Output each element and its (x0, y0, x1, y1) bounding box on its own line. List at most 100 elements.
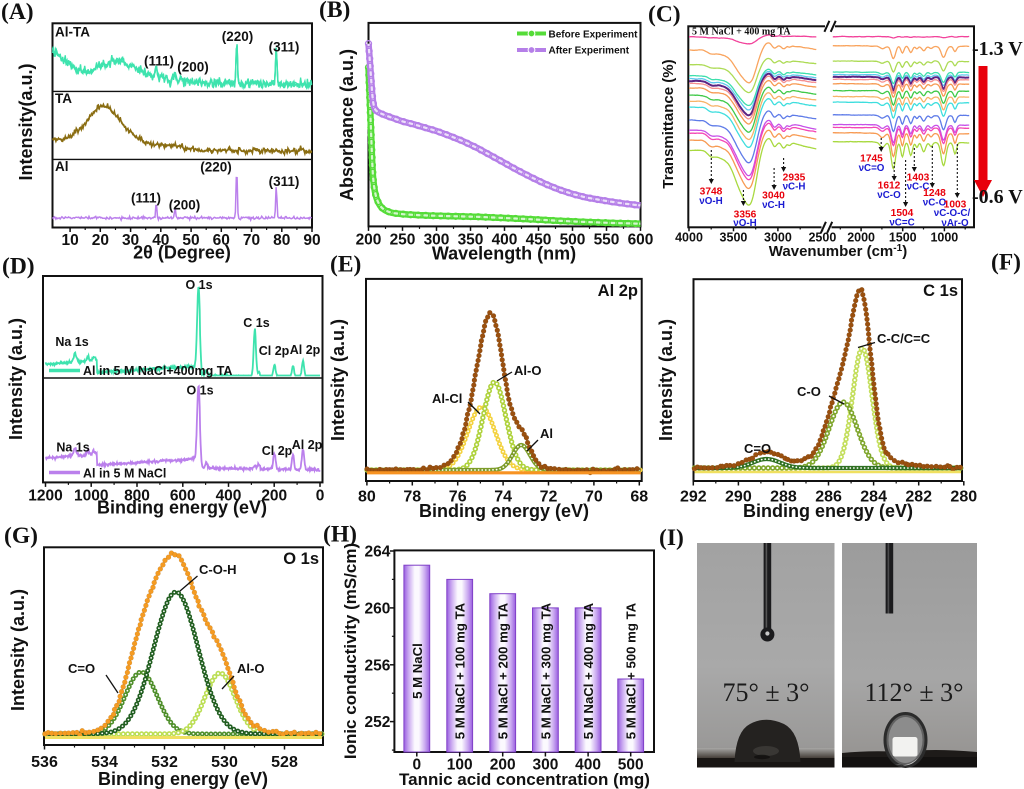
svg-text:300: 300 (424, 231, 450, 248)
svg-text:5 M NaCl + 100 mg TA: 5 M NaCl + 100 mg TA (453, 602, 468, 739)
svg-text:256: 256 (365, 657, 391, 674)
svg-text:2935: 2935 (783, 173, 806, 184)
svg-text:Al: Al (55, 159, 69, 174)
svg-text:Ionic conductivity (mS/cm): Ionic conductivity (mS/cm) (341, 543, 360, 759)
svg-text:(D): (D) (2, 254, 35, 280)
svg-text:290: 290 (725, 489, 752, 506)
svg-text:300: 300 (532, 757, 558, 774)
svg-text:5 M NaCl + 500 mg TA: 5 M NaCl + 500 mg TA (624, 602, 639, 739)
svg-text:Tannic acid concentration (mg): Tannic acid concentration (mg) (399, 770, 650, 789)
svg-text:(311): (311) (269, 40, 300, 55)
svg-text:(200): (200) (169, 198, 201, 213)
svg-text:(311): (311) (269, 174, 300, 189)
svg-text:1612: 1612 (878, 181, 901, 192)
svg-text:Al 2p: Al 2p (598, 282, 638, 300)
svg-text:80: 80 (273, 232, 290, 249)
svg-text:282: 282 (905, 489, 932, 506)
svg-text:O 1s: O 1s (185, 278, 212, 292)
svg-text:(B): (B) (319, 0, 350, 23)
svg-text:Cl 2p: Cl 2p (262, 444, 293, 458)
svg-text:5 M NaCl + 200 mg TA: 5 M NaCl + 200 mg TA (496, 602, 511, 739)
svg-text:112° ± 3°: 112° ± 3° (864, 678, 963, 707)
svg-text:Before Experiment: Before Experiment (549, 30, 639, 41)
svg-text:252: 252 (365, 714, 391, 731)
svg-text:68: 68 (630, 489, 648, 506)
svg-text:70: 70 (585, 489, 603, 506)
svg-text:10: 10 (61, 232, 78, 249)
svg-text:Na 1s: Na 1s (56, 441, 89, 455)
svg-text:100: 100 (447, 757, 473, 774)
svg-text:Wavenumber (cm-1): Wavenumber (cm-1) (769, 243, 907, 260)
svg-text:200: 200 (490, 757, 516, 774)
svg-text:200: 200 (261, 487, 287, 504)
svg-text:78: 78 (403, 489, 421, 506)
svg-text:260: 260 (365, 600, 391, 617)
svg-text:νC-C: νC-C (907, 182, 930, 193)
svg-text:264: 264 (365, 544, 391, 561)
svg-text:Al-O: Al-O (237, 661, 264, 676)
svg-text:3356: 3356 (734, 210, 757, 221)
svg-text:1248: 1248 (923, 188, 946, 199)
svg-text:40: 40 (152, 232, 169, 249)
svg-text:(C): (C) (648, 2, 681, 28)
svg-text:30: 30 (122, 232, 139, 249)
svg-text:286: 286 (815, 489, 842, 506)
svg-text:C=O: C=O (744, 441, 771, 456)
svg-text:C=O: C=O (68, 661, 95, 676)
svg-text:C-C/C=C: C-C/C=C (877, 331, 931, 346)
svg-text:νO-H: νO-H (733, 218, 756, 229)
svg-text:νC-H: νC-H (762, 200, 785, 211)
svg-text:532: 532 (151, 754, 178, 771)
svg-text:600: 600 (170, 487, 196, 504)
svg-text:O 1s: O 1s (186, 384, 213, 398)
svg-text:Al: Al (540, 426, 553, 441)
svg-text:284: 284 (860, 489, 887, 506)
svg-text:Transmittance (%): Transmittance (%) (660, 59, 677, 188)
svg-text:500: 500 (560, 231, 586, 248)
svg-text:Al 2p: Al 2p (292, 438, 323, 452)
svg-text:Binding energy (eV): Binding energy (eV) (97, 498, 267, 518)
svg-text:5 M NaCl + 400 mg TA: 5 M NaCl + 400 mg TA (692, 27, 791, 38)
svg-text:70: 70 (243, 232, 260, 249)
svg-text:528: 528 (271, 754, 298, 771)
svg-text:400: 400 (216, 487, 242, 504)
svg-text:292: 292 (680, 489, 707, 506)
svg-text:Al-O: Al-O (514, 363, 541, 378)
svg-text:Al 2p: Al 2p (290, 343, 321, 357)
svg-text:O 1s: O 1s (283, 550, 319, 568)
svg-text:Al in 5 M NaCl+400mg TA: Al in 5 M NaCl+400mg TA (83, 364, 232, 378)
svg-text:90: 90 (303, 232, 320, 249)
svg-text:288: 288 (770, 489, 797, 506)
svg-text:3748: 3748 (700, 187, 723, 198)
svg-text:Intensity (a.u.): Intensity (a.u.) (6, 318, 26, 440)
svg-text:Al-TA: Al-TA (55, 25, 90, 40)
svg-text:1745: 1745 (860, 154, 883, 165)
svg-text:1003: 1003 (944, 200, 967, 211)
svg-text:(G): (G) (4, 523, 38, 549)
svg-text:Binding energy (eV): Binding energy (eV) (419, 501, 589, 521)
svg-text:74: 74 (494, 489, 512, 506)
svg-text:C 1s: C 1s (923, 282, 958, 300)
svg-text:60: 60 (213, 232, 230, 249)
svg-text:80: 80 (358, 489, 376, 506)
svg-text:-1.3 V: -1.3 V (972, 38, 1023, 60)
svg-text:76: 76 (449, 489, 467, 506)
svg-text:5 M NaCl + 400 mg TA: 5 M NaCl + 400 mg TA (581, 602, 596, 739)
svg-text:Al in 5 M NaCl: Al in 5 M NaCl (83, 467, 166, 481)
svg-text:νC-O-C/: νC-O-C/ (934, 208, 971, 219)
svg-text:Wavelength (nm): Wavelength (nm) (432, 244, 576, 264)
svg-text:534: 534 (91, 754, 118, 771)
svg-text:50: 50 (182, 232, 199, 249)
svg-text:νC-O: νC-O (923, 197, 947, 208)
svg-text:νC=O: νC=O (859, 163, 885, 174)
svg-text:Cl 2p: Cl 2p (259, 344, 290, 358)
svg-text:(E): (E) (330, 252, 361, 278)
svg-text:Binding energy (eV): Binding energy (eV) (743, 501, 913, 521)
svg-text:1000: 1000 (930, 230, 958, 244)
svg-text:Absorbance (a.u.): Absorbance (a.u.) (337, 49, 357, 201)
svg-text:TA: TA (55, 91, 72, 106)
svg-text:1000: 1000 (74, 487, 108, 504)
svg-text:0: 0 (412, 757, 421, 774)
svg-text:(A): (A) (1, 0, 34, 25)
svg-text:Na 1s: Na 1s (55, 335, 88, 349)
